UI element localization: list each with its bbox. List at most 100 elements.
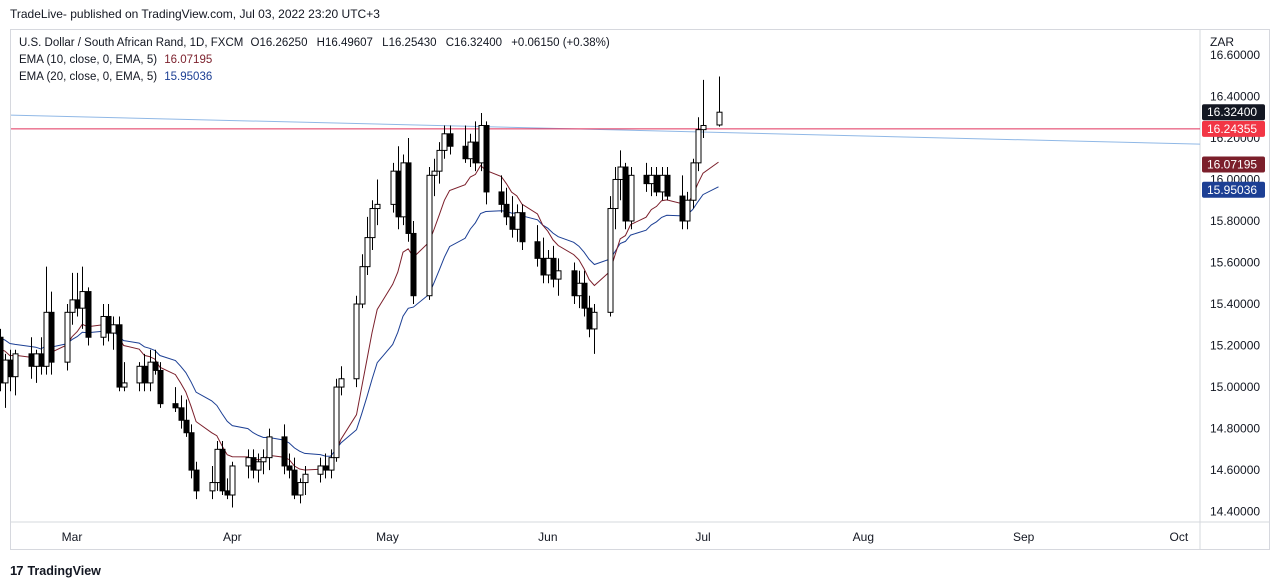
candle-96[interactable] [690,162,697,201]
candle-66[interactable] [472,141,479,164]
candle-50[interactable] [359,266,366,305]
candle-7[interactable] [43,311,50,367]
candle-88[interactable] [628,174,635,222]
candle-15[interactable] [105,315,112,334]
candle-34[interactable] [245,457,252,467]
candle-94[interactable] [679,195,686,222]
candle-6[interactable] [38,353,45,367]
candle-31[interactable] [219,448,226,492]
candle-38[interactable] [266,436,273,459]
candle-33[interactable] [229,465,236,496]
candle-56[interactable] [400,162,407,218]
candle-81[interactable] [581,282,588,309]
candle-76[interactable] [545,257,552,276]
candle-14[interactable] [100,315,107,338]
candle-9[interactable] [64,311,71,363]
candle-67[interactable] [478,124,485,164]
candle-74[interactable] [534,241,541,259]
candle-22[interactable] [152,361,159,371]
candle-51[interactable] [364,237,371,268]
candle-82[interactable] [586,307,593,330]
candle-10[interactable] [69,299,76,313]
candle-59[interactable] [426,174,433,297]
candle-79[interactable] [571,270,578,297]
candle-93[interactable] [664,174,671,197]
candle-57[interactable] [405,162,412,234]
candle-18[interactable] [121,382,128,388]
candle-83[interactable] [591,311,598,330]
candle-45[interactable] [322,465,329,471]
candle-61[interactable] [436,149,443,172]
candle-4[interactable] [28,353,35,367]
candle-72[interactable] [514,212,521,230]
trend-line[interactable] [10,114,1201,145]
candle-91[interactable] [653,174,660,193]
candle-30[interactable] [214,448,221,484]
candle-8[interactable] [48,311,55,363]
candle-28[interactable] [193,469,200,492]
candle-52[interactable] [369,208,376,239]
candle-77[interactable] [550,257,557,280]
candle-97[interactable] [695,129,702,164]
candle-58[interactable] [410,232,417,297]
candle-12[interactable] [79,291,86,309]
candle-95[interactable] [684,199,691,222]
candle-65[interactable] [467,141,474,160]
candle-80[interactable] [576,282,583,297]
candle-47[interactable] [333,386,340,459]
candle-68[interactable] [483,124,490,193]
candle-24[interactable] [172,403,179,409]
candle-37[interactable] [260,457,267,463]
candle-98[interactable] [700,124,707,131]
candle-90[interactable] [648,174,655,185]
candle-35[interactable] [250,457,257,471]
candle-43[interactable] [302,473,309,484]
candle-64[interactable] [462,145,469,160]
candle-44[interactable] [317,465,324,475]
candle-78[interactable] [555,270,562,280]
candle-29[interactable] [209,482,216,492]
candle-55[interactable] [395,170,402,218]
candle-20[interactable] [141,365,148,384]
candle-99[interactable] [716,111,723,126]
candle-26[interactable] [183,419,190,434]
candle-41[interactable] [291,469,298,496]
candle-21[interactable] [147,361,154,384]
candle-48[interactable] [338,378,345,388]
candle-62[interactable] [441,133,448,151]
candle-32[interactable] [224,490,231,496]
candle-23[interactable] [157,369,164,405]
candle-11[interactable] [74,299,81,309]
candle-86[interactable] [617,166,624,180]
candle-13[interactable] [85,291,92,338]
candle-49[interactable] [353,303,360,380]
candle-89[interactable] [643,174,650,185]
candle-17[interactable] [116,324,123,388]
candle-92[interactable] [659,174,666,193]
candle-42[interactable] [297,482,304,496]
candle-36[interactable] [255,461,262,471]
candle-39[interactable] [281,436,288,467]
candle-46[interactable] [328,457,335,471]
candle-19[interactable] [136,365,143,384]
candle-2[interactable] [7,359,14,378]
candle-25[interactable] [178,407,185,421]
candle-63[interactable] [447,133,454,147]
candle-70[interactable] [503,203,510,218]
candle-40[interactable] [286,465,293,471]
candle-87[interactable] [622,166,629,222]
candle-60[interactable] [431,170,438,176]
candle-54[interactable] [390,170,397,205]
candle-53[interactable] [374,203,381,210]
candle-16[interactable] [110,324,117,334]
candle-3[interactable] [12,353,19,378]
candle-73[interactable] [519,212,526,243]
candle-71[interactable] [509,216,516,230]
candle-69[interactable] [498,191,505,205]
candle-27[interactable] [188,432,195,471]
candle-85[interactable] [612,178,619,210]
candle-84[interactable] [607,208,614,313]
candle-5[interactable] [33,353,40,367]
candle-75[interactable] [540,257,547,276]
